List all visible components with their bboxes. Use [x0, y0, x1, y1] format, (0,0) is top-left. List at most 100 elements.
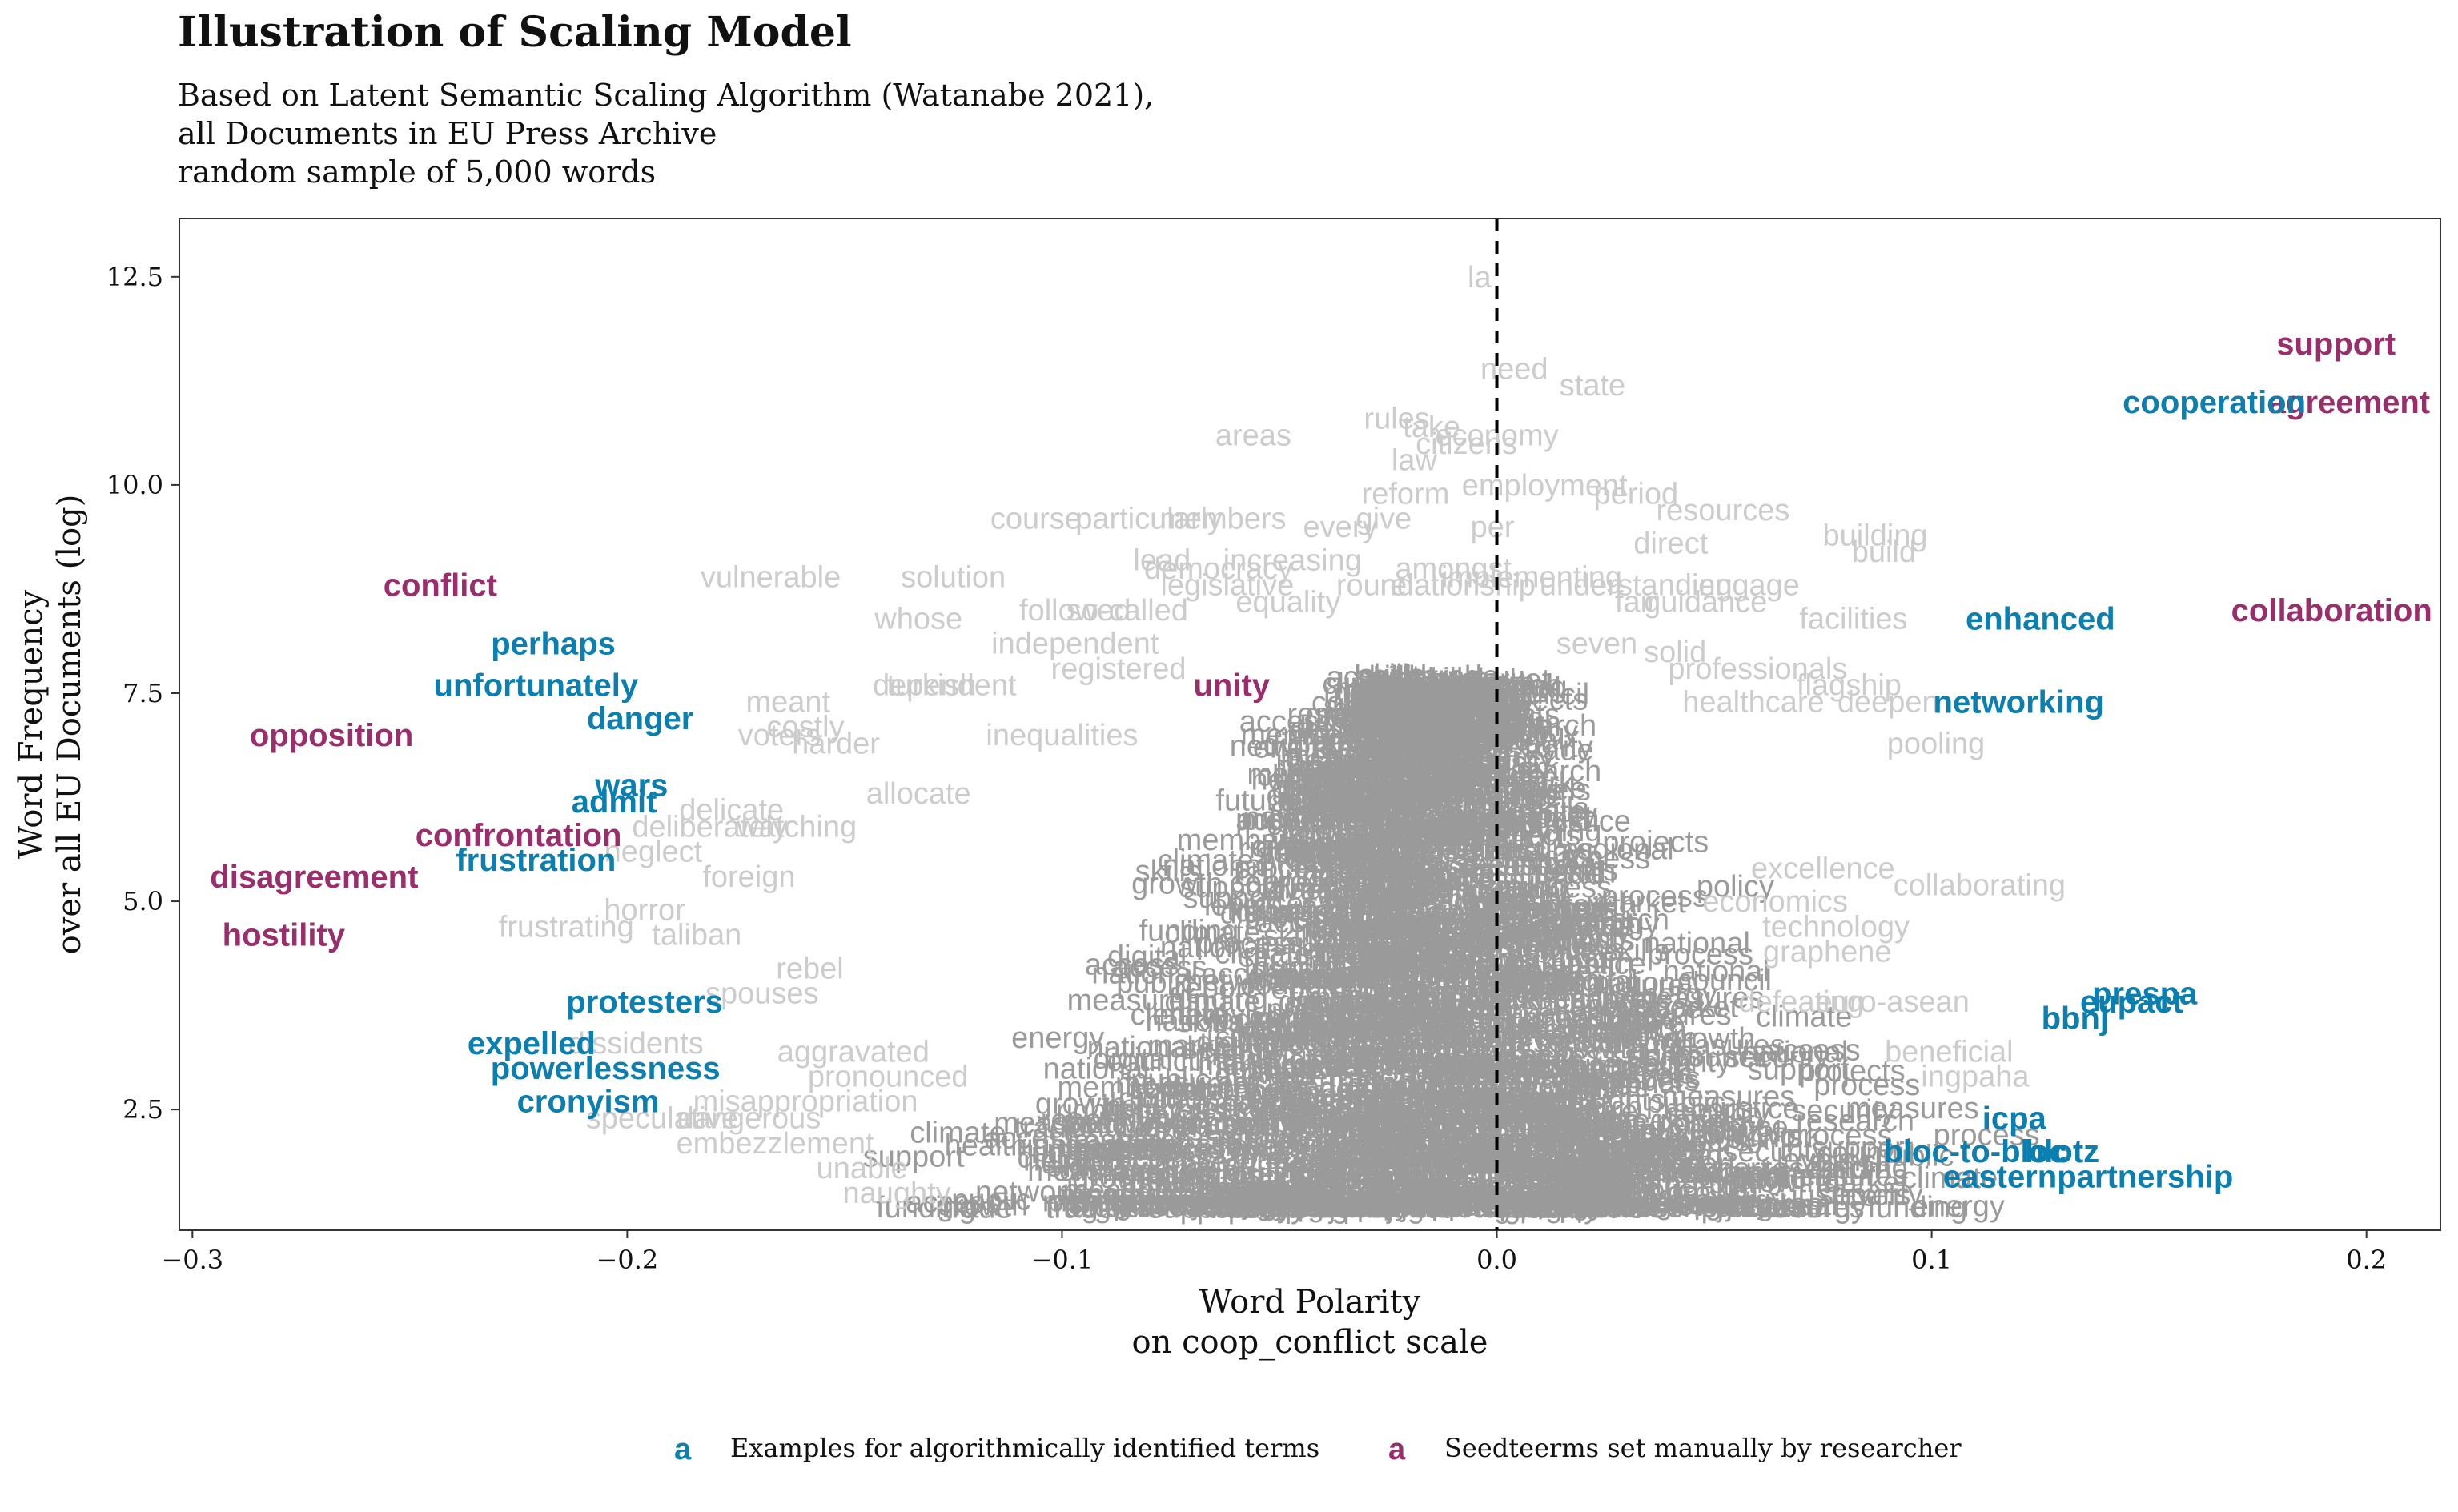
dense-word-label: energy — [1483, 1095, 1576, 1129]
dense-word-label: network — [1343, 749, 1451, 783]
x-tick-label: 0.1 — [1911, 1245, 1952, 1275]
dense-word-label: rights — [1056, 1094, 1131, 1128]
dense-word-label: members — [1374, 820, 1500, 854]
word-label: resources — [1657, 494, 1790, 527]
dense-word-label: market — [1258, 1050, 1351, 1084]
dense-word-label: future — [1496, 1109, 1573, 1143]
dense-word-label: levels — [1513, 773, 1591, 807]
dense-word-label: energy — [1321, 832, 1414, 865]
dense-word-label: future — [1546, 1157, 1624, 1191]
chart-subtitle-line-1: Based on Latent Semantic Scaling Algorit… — [178, 78, 1154, 113]
dense-word-label: process — [1400, 745, 1506, 779]
word-label: equality — [1235, 586, 1340, 620]
word-label: la — [1468, 261, 1492, 295]
dense-word-label: justice — [1540, 1181, 1628, 1214]
dense-word-label: members — [1623, 1125, 1749, 1158]
dense-word-label: national — [1392, 776, 1499, 810]
dense-word-label: justice — [1337, 1073, 1424, 1106]
dense-word-label: access — [1347, 721, 1441, 755]
dense-word-label: rights — [1386, 1013, 1460, 1047]
dense-word-label: health — [945, 1129, 1028, 1163]
dense-word-label: projects — [1481, 684, 1588, 717]
word-label: dependent — [873, 669, 1017, 703]
dense-word-label: justice — [1472, 984, 1560, 1017]
dense-word-label: growth — [1436, 1031, 1527, 1065]
dense-word-label: climate — [1131, 998, 1227, 1032]
dense-word-label: security — [1330, 1163, 1435, 1197]
word-label: facilities — [1799, 602, 1907, 636]
word-label: relationship — [1380, 569, 1535, 603]
dense-word-label: projects — [1334, 876, 1440, 910]
dense-word-label: national — [1307, 781, 1414, 815]
dense-word-label: health — [1327, 1185, 1410, 1218]
dense-word-label: national — [1393, 1021, 1500, 1055]
dense-word-label: future — [1383, 750, 1460, 784]
dense-word-label: support — [1359, 1092, 1460, 1125]
word-label: build — [1852, 535, 1916, 569]
dense-word-label: future — [1519, 1169, 1596, 1203]
dense-word-label: climate — [1485, 1097, 1581, 1130]
dense-word-label: access — [1201, 957, 1295, 991]
dense-word-label: funding — [1462, 926, 1562, 960]
legend-label-seed: Seedteerms set manually by researcher — [1444, 1433, 1962, 1463]
dense-word-label: skills — [1177, 1005, 1243, 1039]
dense-word-label: market — [1457, 664, 1551, 697]
dense-word-label: support — [1384, 1137, 1485, 1171]
word-label: healthcare — [1682, 685, 1824, 719]
dense-word-label: council — [1677, 964, 1772, 997]
dense-word-label: council — [1212, 1175, 1307, 1209]
dense-word-label: climate — [1490, 796, 1586, 829]
dense-word-label: regional — [1561, 1141, 1669, 1175]
dense-word-label: research — [1455, 1084, 1573, 1117]
identified-term-label: icpa — [1982, 1101, 2047, 1137]
word-label: vulnerable — [701, 560, 841, 594]
dense-word-label: digital — [1398, 775, 1477, 808]
dense-word-label: projects — [1310, 1044, 1416, 1077]
dense-word-label: network — [1425, 1053, 1532, 1086]
dense-word-label: report — [1261, 972, 1341, 1005]
dense-word-label: rights — [1437, 667, 1512, 700]
dense-word-label: national — [1351, 747, 1458, 780]
dense-word-label: funding — [1179, 1044, 1279, 1077]
word-label: areas — [1215, 419, 1291, 452]
dense-word-label: regional — [1574, 1066, 1682, 1100]
dense-word-label: network — [1376, 934, 1484, 968]
dense-word-label: policy — [1500, 715, 1578, 748]
dense-word-label: security — [1613, 1153, 1717, 1186]
dense-word-label: rights — [1342, 704, 1416, 738]
dense-word-label: public — [1349, 846, 1428, 880]
dense-word-label: policy — [1500, 1152, 1577, 1185]
dense-word-label: research — [1518, 1166, 1637, 1200]
dense-word-label: network — [1538, 982, 1645, 1016]
dense-word-label: members — [1445, 1123, 1572, 1157]
dense-word-label: growth — [1072, 1161, 1163, 1195]
dense-word-label: regional — [1360, 863, 1468, 896]
dense-word-label: policy — [1322, 797, 1400, 831]
dense-word-label: public — [1343, 866, 1423, 900]
dense-word-label: levels — [1282, 1084, 1360, 1117]
word-label: whose — [874, 602, 962, 636]
dense-word-label: regional — [1054, 1191, 1163, 1225]
dense-word-label: digital — [1702, 1116, 1781, 1149]
dense-word-label: skills — [1625, 1038, 1690, 1072]
dense-word-label: public — [1495, 872, 1574, 905]
dense-word-label: health — [1331, 941, 1414, 975]
dense-word-label: health — [1489, 1183, 1572, 1217]
dense-word-label: market — [1622, 1119, 1716, 1153]
dense-word-label: support — [1748, 1053, 1850, 1087]
dense-word-label: rights — [1487, 1191, 1561, 1225]
dense-word-label: levels — [1539, 1114, 1617, 1148]
dense-word-label: rights — [1315, 961, 1390, 995]
dense-word-label: energy — [1152, 998, 1245, 1032]
dense-word-label: security — [1562, 1001, 1667, 1034]
dense-word-label: access — [1298, 1168, 1392, 1201]
dense-word-label: funding — [1867, 1191, 1967, 1225]
dense-word-label: justice — [1364, 730, 1452, 764]
dense-word-label: security — [1342, 1083, 1447, 1117]
word-label: harder — [792, 727, 880, 760]
dense-word-label: skills — [1432, 1085, 1497, 1119]
dense-word-label: process — [1813, 1069, 1920, 1102]
dense-word-label: council — [1817, 1136, 1911, 1169]
identified-term-label: unfortunately — [434, 668, 639, 704]
dense-word-label: process — [1412, 1057, 1518, 1090]
